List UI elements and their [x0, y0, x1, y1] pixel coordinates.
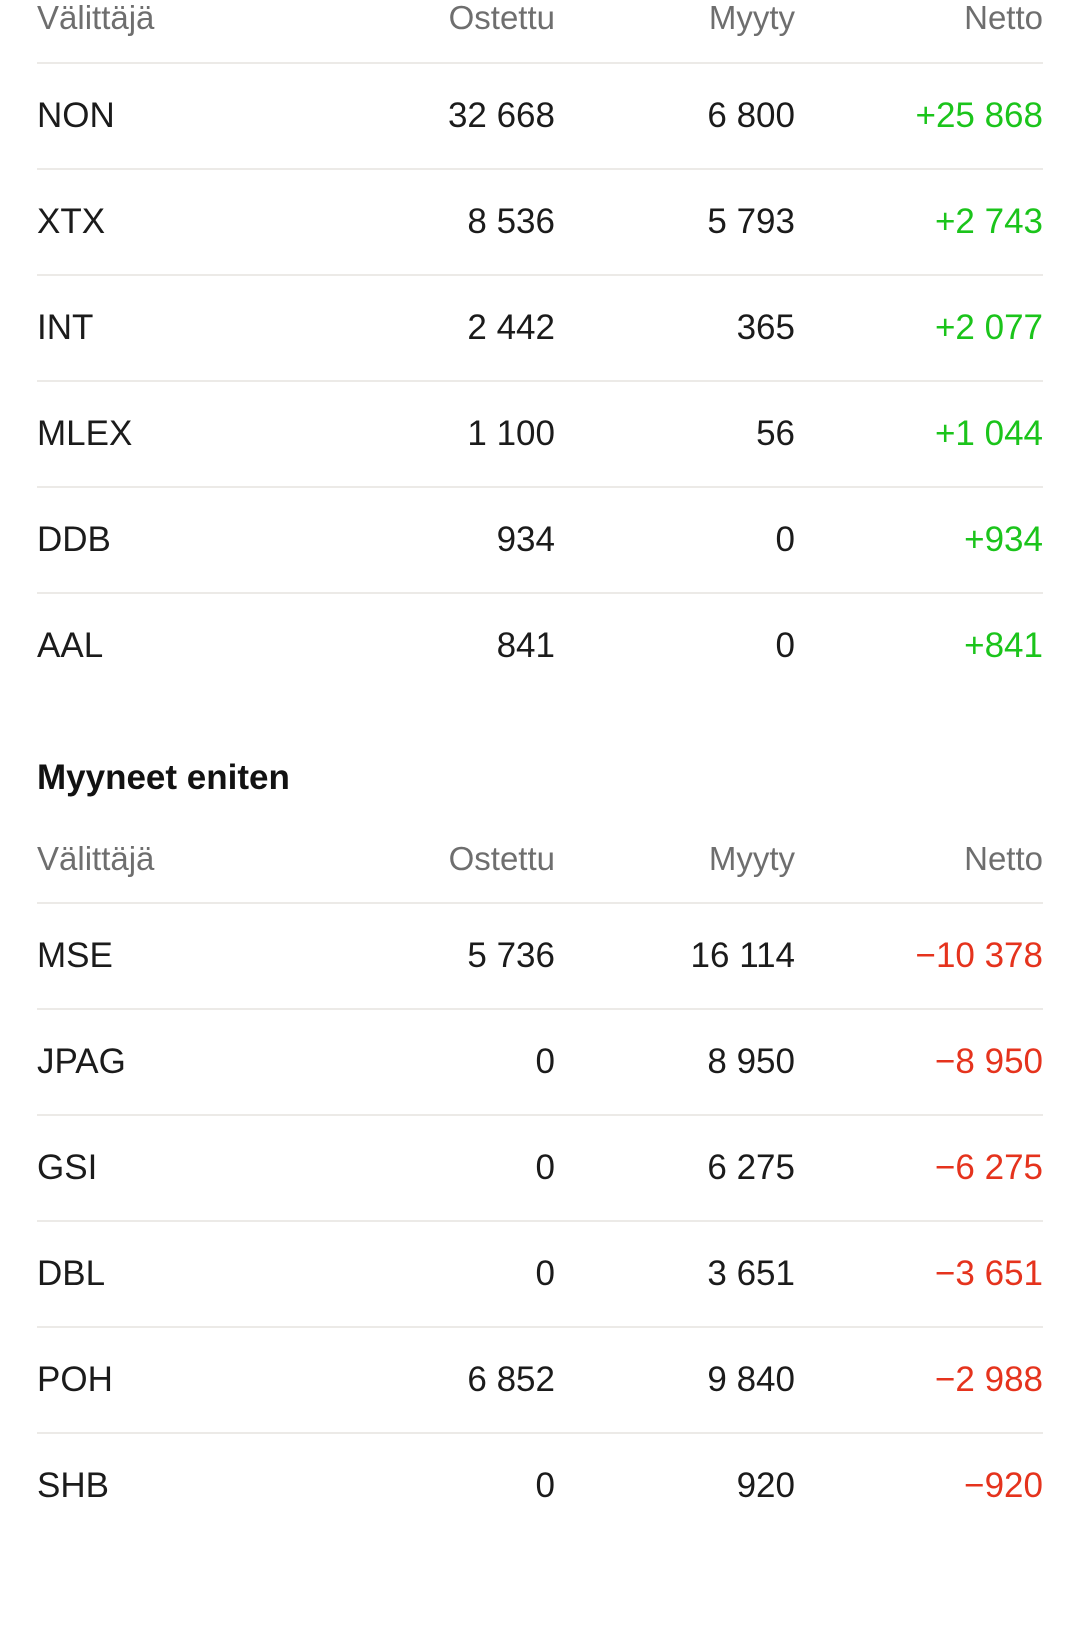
- cell-bought: 6 852: [327, 1326, 555, 1434]
- table-row[interactable]: MSE 5 736 16 114 −10 378: [37, 902, 1043, 1010]
- table-row[interactable]: GSI 0 6 275 −6 275: [37, 1114, 1043, 1222]
- section-spacer: [37, 698, 1043, 760]
- broker-table-sellers: Välittäjä Ostettu Myyty Netto MSE 5 736 …: [37, 840, 1043, 1539]
- table-row[interactable]: NON 32 668 6 800 +25 868: [37, 61, 1043, 169]
- cell-sold: 5 793: [555, 167, 795, 275]
- column-header-bought[interactable]: Ostettu: [327, 840, 555, 904]
- cell-broker: AAL: [37, 591, 327, 698]
- column-header-net[interactable]: Netto: [795, 840, 1043, 904]
- cell-net: −6 275: [795, 1114, 1043, 1222]
- cell-bought: 934: [327, 485, 555, 593]
- cell-sold: 0: [555, 485, 795, 593]
- cell-net: +2 743: [795, 167, 1043, 275]
- cell-sold: 0: [555, 591, 795, 698]
- cell-sold: 920: [555, 1432, 795, 1539]
- cell-broker: XTX: [37, 167, 327, 275]
- table-body-sellers: MSE 5 736 16 114 −10 378 JPAG 0 8 950 −8…: [37, 902, 1043, 1539]
- cell-net: +934: [795, 485, 1043, 593]
- cell-bought: 8 536: [327, 167, 555, 275]
- cell-net: +1 044: [795, 379, 1043, 487]
- cell-sold: 3 651: [555, 1220, 795, 1328]
- table-row[interactable]: SHB 0 920 −920: [37, 1432, 1043, 1539]
- column-header-broker[interactable]: Välittäjä: [37, 840, 327, 904]
- table-body-buyers: NON 32 668 6 800 +25 868 XTX 8 536 5 793…: [37, 61, 1043, 698]
- cell-broker: MSE: [37, 902, 327, 1010]
- cell-sold: 365: [555, 273, 795, 381]
- cell-net: +2 077: [795, 273, 1043, 381]
- cell-net: −8 950: [795, 1008, 1043, 1116]
- cell-sold: 6 800: [555, 61, 795, 169]
- cell-sold: 56: [555, 379, 795, 487]
- table-row[interactable]: JPAG 0 8 950 −8 950: [37, 1008, 1043, 1116]
- cell-bought: 0: [327, 1220, 555, 1328]
- column-header-net[interactable]: Netto: [795, 0, 1043, 63]
- table-row[interactable]: AAL 841 0 +841: [37, 591, 1043, 698]
- cell-sold: 16 114: [555, 902, 795, 1010]
- table-header-buyers: Välittäjä Ostettu Myyty Netto: [37, 0, 1043, 63]
- cell-broker: DBL: [37, 1220, 327, 1328]
- cell-broker: GSI: [37, 1114, 327, 1222]
- column-header-broker[interactable]: Välittäjä: [37, 0, 327, 63]
- cell-bought: 1 100: [327, 379, 555, 487]
- cell-sold: 8 950: [555, 1008, 795, 1116]
- column-header-bought[interactable]: Ostettu: [327, 0, 555, 63]
- table-header-row: Välittäjä Ostettu Myyty Netto: [37, 840, 1043, 904]
- cell-net: −920: [795, 1432, 1043, 1539]
- cell-net: +841: [795, 591, 1043, 698]
- cell-bought: 0: [327, 1432, 555, 1539]
- cell-net: −10 378: [795, 902, 1043, 1010]
- cell-broker: SHB: [37, 1432, 327, 1539]
- cell-broker: POH: [37, 1326, 327, 1434]
- cell-net: −2 988: [795, 1326, 1043, 1434]
- column-header-sold[interactable]: Myyty: [555, 840, 795, 904]
- cell-broker: DDB: [37, 485, 327, 593]
- cell-broker: INT: [37, 273, 327, 381]
- heading-spacer: [37, 795, 1043, 841]
- cell-sold: 6 275: [555, 1114, 795, 1222]
- table-row[interactable]: MLEX 1 100 56 +1 044: [37, 379, 1043, 487]
- cell-bought: 32 668: [327, 61, 555, 169]
- cell-bought: 2 442: [327, 273, 555, 381]
- cell-net: −3 651: [795, 1220, 1043, 1328]
- cell-broker: MLEX: [37, 379, 327, 487]
- cell-net: +25 868: [795, 61, 1043, 169]
- table-header-row: Välittäjä Ostettu Myyty Netto: [37, 0, 1043, 63]
- cell-bought: 0: [327, 1114, 555, 1222]
- table-row[interactable]: INT 2 442 365 +2 077: [37, 273, 1043, 381]
- table-row[interactable]: POH 6 852 9 840 −2 988: [37, 1326, 1043, 1434]
- cell-bought: 0: [327, 1008, 555, 1116]
- broker-table-buyers: Välittäjä Ostettu Myyty Netto NON 32 668…: [37, 0, 1043, 698]
- cell-broker: JPAG: [37, 1008, 327, 1116]
- table-row[interactable]: DBL 0 3 651 −3 651: [37, 1220, 1043, 1328]
- table-row[interactable]: XTX 8 536 5 793 +2 743: [37, 167, 1043, 275]
- cell-bought: 5 736: [327, 902, 555, 1010]
- table-row[interactable]: DDB 934 0 +934: [37, 485, 1043, 593]
- section-heading-sellers: Myyneet eniten: [37, 757, 290, 797]
- cell-sold: 9 840: [555, 1326, 795, 1434]
- table-header-sellers: Välittäjä Ostettu Myyty Netto: [37, 840, 1043, 904]
- cell-broker: NON: [37, 61, 327, 169]
- cell-bought: 841: [327, 591, 555, 698]
- column-header-sold[interactable]: Myyty: [555, 0, 795, 63]
